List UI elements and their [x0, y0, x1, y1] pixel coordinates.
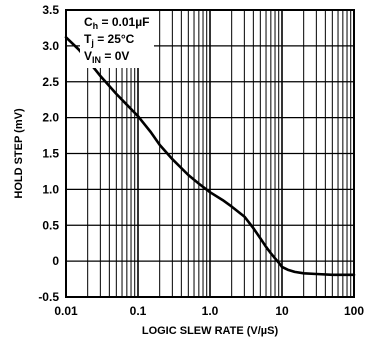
condition-text: Tj = 25°C — [84, 32, 135, 48]
condition-text: VIN = 0V — [84, 49, 129, 65]
y-axis-label: HOLD STEP (mV) — [13, 108, 25, 199]
x-tick-label: 100 — [344, 304, 364, 318]
x-tick-label: 0.1 — [130, 304, 147, 318]
x-tick-label: 10 — [275, 304, 289, 318]
condition-text: Ch = 0.01µF — [84, 15, 149, 31]
y-tick-label: 2.5 — [42, 75, 59, 89]
y-tick-label: -0.5 — [38, 290, 59, 304]
series-line — [64, 36, 356, 277]
conditions-background — [80, 11, 154, 68]
x-tick-label: 0.01 — [54, 304, 78, 318]
y-tick-label: 1.0 — [42, 182, 59, 196]
x-axis-label: LOGIC SLEW RATE (V/µS) — [142, 325, 279, 337]
y-tick-label: 1.5 — [42, 147, 59, 161]
y-tick-label: 2.0 — [42, 111, 59, 125]
plot-frame — [65, 9, 355, 298]
x-tick-label: 1.0 — [202, 304, 219, 318]
y-tick-label: 0.5 — [42, 218, 59, 232]
tick-labels: 3.5 3.0 2.5 2.0 1.5 1.0 0.5 0 -0.50.01 0.1 1.0 10 10… — [38, 3, 364, 318]
y-tick-label: 0 — [52, 254, 59, 268]
y-tick-label: 3.0 — [42, 39, 59, 53]
y-tick-label: 3.5 — [42, 3, 59, 17]
